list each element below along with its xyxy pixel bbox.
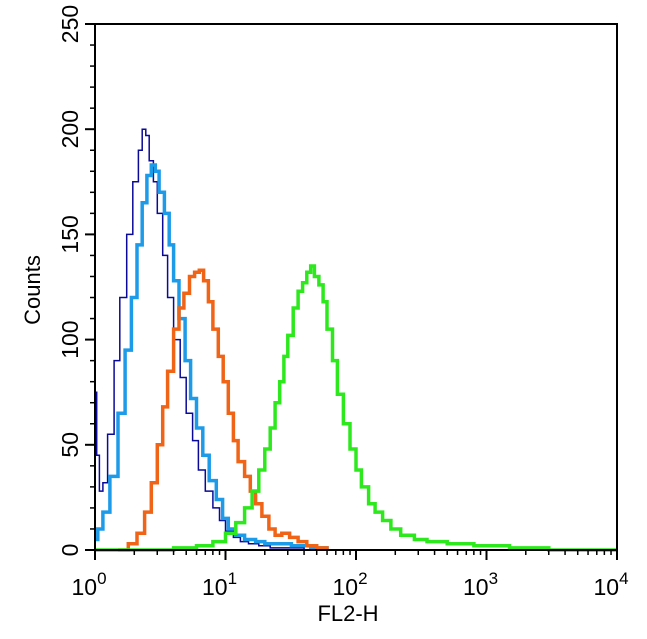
y-axis-ticks: 0 50 100 150 200 250: [57, 5, 95, 557]
series-line-1: [95, 128, 305, 550]
x-tick-label: 103: [463, 569, 498, 600]
x-axis-ticks: 100 101 102 103 104: [71, 550, 629, 600]
series-layer: [95, 128, 617, 552]
y-tick-label: 200: [57, 110, 83, 148]
series-line-4: [95, 264, 617, 552]
y-tick-label: 100: [57, 320, 83, 358]
y-axis-title: Counts: [20, 255, 45, 325]
y-tick-label: 50: [57, 432, 83, 458]
x-tick-label: 102: [332, 569, 367, 600]
series-line-3: [118, 268, 329, 552]
y-tick-label: 150: [57, 215, 83, 253]
x-tick-label: 100: [71, 569, 106, 600]
x-tick-label: 101: [202, 569, 237, 600]
x-tick-label: 104: [593, 569, 628, 600]
x-axis-title: FL2-H: [317, 601, 378, 626]
y-tick-label: 0: [57, 544, 83, 557]
series-line-2: [95, 163, 329, 550]
y-tick-label: 250: [57, 5, 83, 43]
